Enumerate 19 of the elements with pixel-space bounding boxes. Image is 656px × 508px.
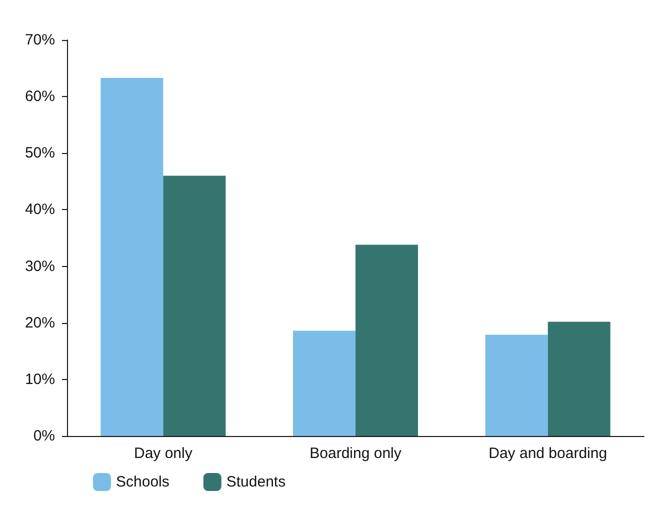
bar <box>485 334 548 436</box>
y-tick-label: 0% <box>33 428 55 444</box>
y-tick-label: 30% <box>24 258 55 275</box>
bar <box>356 244 418 436</box>
legend-label: Students <box>226 474 286 490</box>
y-tick-label: 20% <box>24 314 55 332</box>
bar <box>163 176 226 436</box>
x-tick-label: Boarding only <box>310 445 402 462</box>
y-tick-label: 70% <box>24 32 55 48</box>
bar <box>548 322 610 436</box>
y-tick-label: 10% <box>24 370 55 388</box>
y-tick-label: 50% <box>24 144 55 162</box>
y-tick-label: 60% <box>24 88 55 106</box>
x-tick-label: Day only <box>134 445 193 462</box>
bar <box>100 78 164 436</box>
x-tick-label: Day and boarding <box>488 445 608 462</box>
y-tick-label: 40% <box>24 201 55 218</box>
legend-label: Schools <box>116 474 170 490</box>
bar <box>292 330 356 436</box>
